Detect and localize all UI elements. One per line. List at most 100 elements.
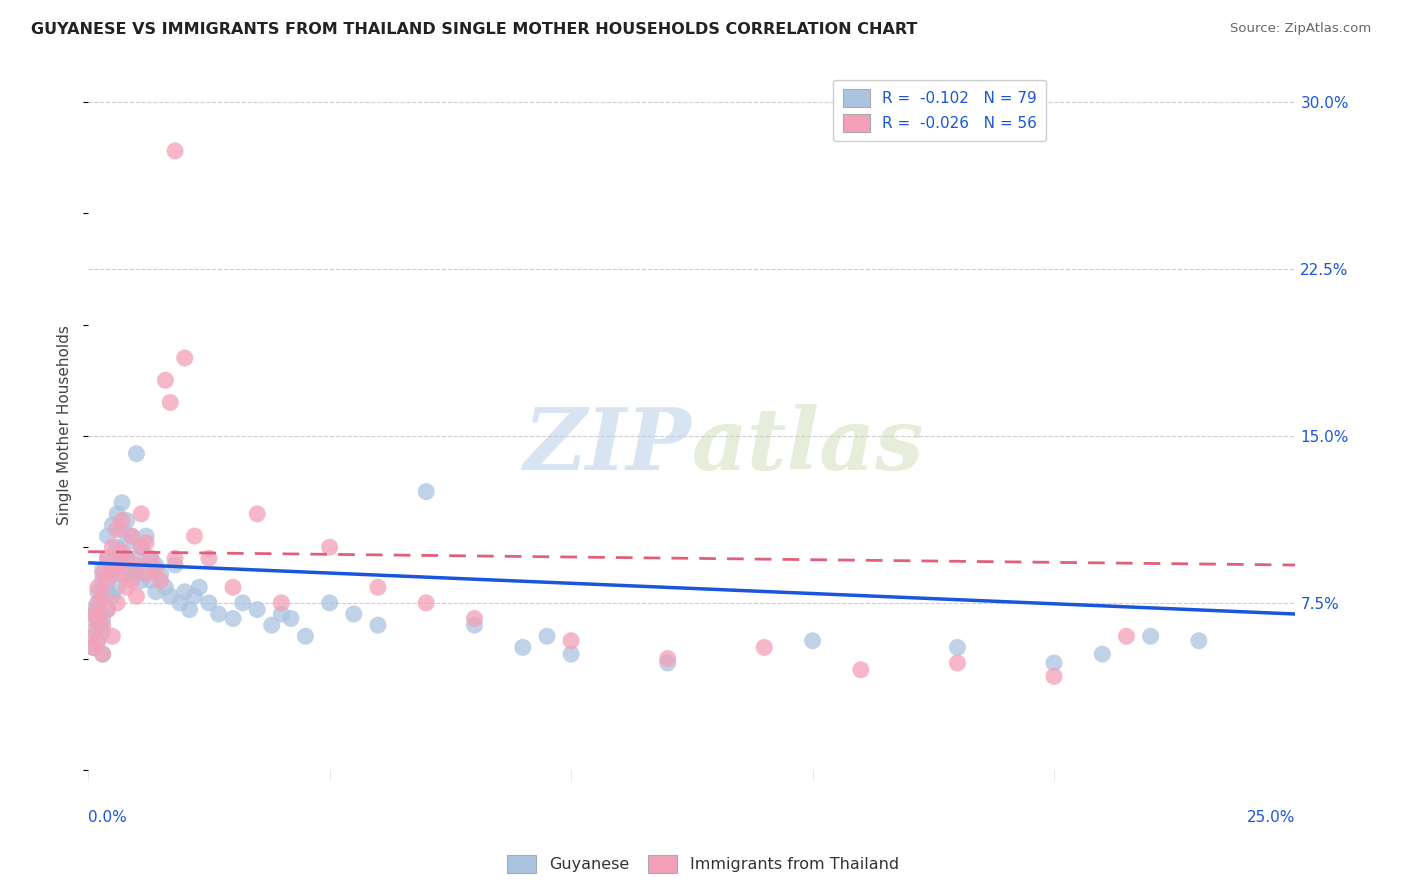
Point <box>115 580 138 594</box>
Point <box>96 529 118 543</box>
Point <box>139 551 162 566</box>
Point <box>129 540 152 554</box>
Point <box>121 562 143 576</box>
Point <box>82 640 104 655</box>
Point <box>96 602 118 616</box>
Point <box>96 574 118 588</box>
Point <box>415 484 437 499</box>
Point <box>198 551 221 566</box>
Point <box>82 611 104 625</box>
Point <box>105 507 128 521</box>
Point <box>91 647 114 661</box>
Point <box>415 596 437 610</box>
Legend: R =  -0.102   N = 79, R =  -0.026   N = 56: R = -0.102 N = 79, R = -0.026 N = 56 <box>834 79 1046 141</box>
Point <box>183 589 205 603</box>
Point <box>121 529 143 543</box>
Point <box>129 507 152 521</box>
Point <box>159 395 181 409</box>
Point <box>91 647 114 661</box>
Point <box>188 580 211 594</box>
Point <box>232 596 254 610</box>
Point <box>135 529 157 543</box>
Point <box>125 566 148 581</box>
Point <box>101 540 124 554</box>
Point <box>101 518 124 533</box>
Point <box>82 607 104 621</box>
Point <box>1091 647 1114 661</box>
Point <box>87 580 110 594</box>
Point <box>87 633 110 648</box>
Text: ZIP: ZIP <box>524 404 692 488</box>
Y-axis label: Single Mother Households: Single Mother Households <box>58 325 72 524</box>
Point <box>115 551 138 566</box>
Text: atlas: atlas <box>692 404 924 488</box>
Point <box>87 607 110 621</box>
Point <box>1188 633 1211 648</box>
Point <box>657 651 679 665</box>
Point <box>115 551 138 566</box>
Point <box>91 589 114 603</box>
Point <box>96 551 118 566</box>
Point <box>121 529 143 543</box>
Point <box>115 566 138 581</box>
Point <box>145 558 167 572</box>
Point <box>270 607 292 621</box>
Point <box>145 584 167 599</box>
Point <box>165 144 187 158</box>
Point <box>183 529 205 543</box>
Point <box>155 580 177 594</box>
Point <box>111 544 134 558</box>
Point <box>169 596 191 610</box>
Point <box>101 629 124 643</box>
Point <box>343 607 366 621</box>
Point <box>91 589 114 603</box>
Point <box>96 584 118 599</box>
Point <box>111 551 134 566</box>
Point <box>463 611 485 625</box>
Point <box>179 602 201 616</box>
Point <box>87 584 110 599</box>
Point <box>139 551 162 566</box>
Point <box>135 535 157 549</box>
Point <box>87 596 110 610</box>
Point <box>111 566 134 581</box>
Point <box>105 580 128 594</box>
Point <box>125 589 148 603</box>
Point <box>280 611 302 625</box>
Point <box>96 602 118 616</box>
Point <box>101 562 124 576</box>
Point <box>159 589 181 603</box>
Point <box>149 566 172 581</box>
Point <box>1043 669 1066 683</box>
Point <box>155 373 177 387</box>
Point <box>318 596 340 610</box>
Point <box>560 633 582 648</box>
Point <box>87 596 110 610</box>
Point <box>165 551 187 566</box>
Text: 25.0%: 25.0% <box>1247 810 1295 824</box>
Point <box>121 574 143 588</box>
Point <box>91 618 114 632</box>
Point <box>129 540 152 554</box>
Text: GUYANESE VS IMMIGRANTS FROM THAILAND SINGLE MOTHER HOUSEHOLDS CORRELATION CHART: GUYANESE VS IMMIGRANTS FROM THAILAND SIN… <box>31 22 917 37</box>
Point <box>222 580 245 594</box>
Point <box>87 633 110 648</box>
Point <box>165 558 187 572</box>
Point <box>207 607 229 621</box>
Point <box>536 629 558 643</box>
Point <box>173 351 195 365</box>
Point <box>270 596 292 610</box>
Point <box>145 562 167 576</box>
Point <box>91 566 114 581</box>
Point <box>463 618 485 632</box>
Point <box>260 618 283 632</box>
Point <box>101 589 124 603</box>
Point <box>173 584 195 599</box>
Point <box>198 596 221 610</box>
Point <box>754 640 776 655</box>
Point <box>82 629 104 643</box>
Point <box>105 596 128 610</box>
Point <box>91 574 114 588</box>
Point <box>139 574 162 588</box>
Text: Source: ZipAtlas.com: Source: ZipAtlas.com <box>1230 22 1371 36</box>
